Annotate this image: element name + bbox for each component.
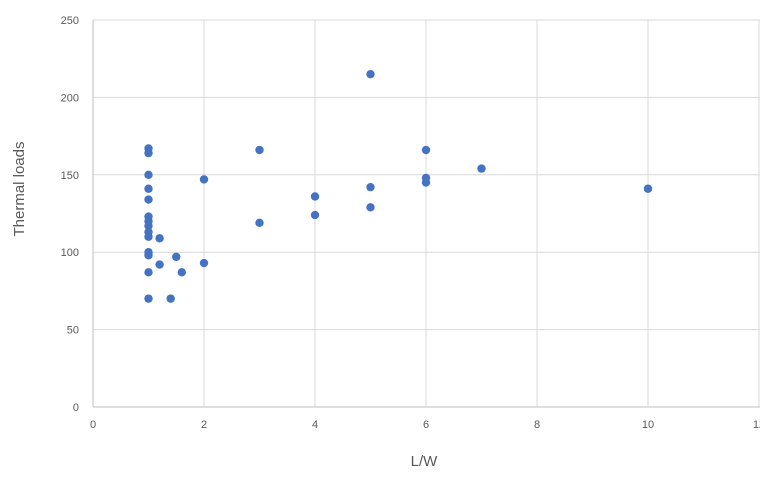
data-point bbox=[144, 294, 153, 303]
y-axis-ticks: 0 50 100 150 200 250 bbox=[61, 15, 79, 414]
x-tick-label: 12 bbox=[753, 419, 760, 431]
data-point bbox=[199, 175, 209, 184]
data-point bbox=[310, 210, 320, 220]
data-point bbox=[172, 252, 181, 262]
data-point bbox=[310, 192, 320, 201]
data-point bbox=[144, 170, 153, 179]
data-point bbox=[144, 268, 153, 277]
x-tick-label: 4 bbox=[312, 419, 318, 431]
data-point bbox=[477, 164, 486, 173]
data-point bbox=[643, 184, 653, 193]
data-point bbox=[177, 268, 186, 277]
x-tick-label: 6 bbox=[423, 419, 429, 431]
x-axis-title: L/W bbox=[411, 453, 439, 470]
gridlines bbox=[93, 19, 760, 407]
data-point bbox=[421, 173, 431, 183]
y-tick-label: 150 bbox=[61, 170, 79, 182]
y-tick-label: 200 bbox=[61, 92, 79, 104]
data-point bbox=[366, 182, 375, 192]
y-tick-label: 0 bbox=[73, 402, 79, 414]
x-axis-ticks: 0 2 4 6 8 10 12 bbox=[90, 419, 760, 431]
x-tick-label: 0 bbox=[90, 419, 96, 431]
data-points bbox=[144, 69, 653, 303]
data-point bbox=[255, 145, 264, 155]
data-point bbox=[366, 69, 375, 79]
data-point bbox=[155, 234, 164, 243]
x-tick-label: 10 bbox=[642, 419, 654, 431]
y-tick-label: 100 bbox=[61, 247, 79, 259]
data-point bbox=[199, 258, 209, 268]
data-point bbox=[144, 227, 153, 237]
data-point bbox=[421, 145, 431, 155]
data-point bbox=[155, 260, 164, 269]
data-point bbox=[166, 294, 175, 303]
axes bbox=[92, 20, 760, 408]
data-point bbox=[144, 248, 153, 257]
data-point bbox=[366, 203, 375, 212]
data-point bbox=[255, 218, 264, 227]
data-point bbox=[144, 212, 153, 221]
x-tick-label: 2 bbox=[201, 419, 207, 431]
data-point bbox=[144, 184, 153, 193]
y-axis-title: Thermal loads bbox=[11, 141, 28, 236]
data-point bbox=[144, 144, 153, 153]
y-tick-label: 250 bbox=[61, 15, 79, 27]
y-tick-label: 50 bbox=[67, 325, 79, 337]
data-point bbox=[144, 195, 153, 204]
x-tick-label: 8 bbox=[534, 419, 540, 431]
